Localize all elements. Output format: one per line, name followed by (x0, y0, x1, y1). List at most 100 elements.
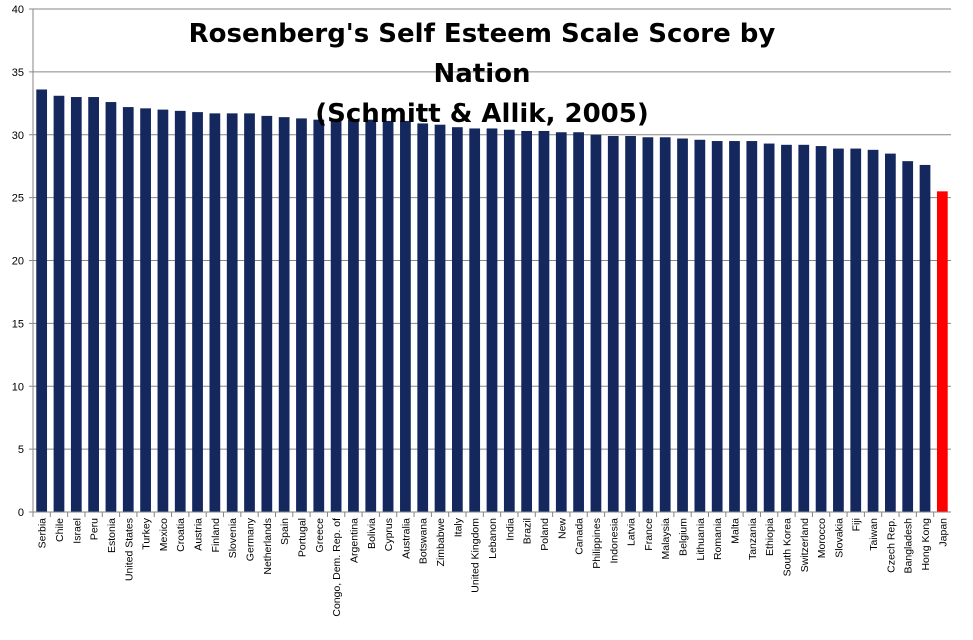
y-axis-tick-labels: 0 5 10 15 20 25 30 35 40 (12, 4, 33, 519)
bar-slovenia (226, 113, 238, 513)
x-category-label: Taiwan (868, 518, 880, 551)
x-category-label: Canada (574, 518, 586, 555)
x-category-label: Lithuania (695, 518, 707, 561)
bar-mexico (157, 109, 169, 512)
bar-canada (573, 132, 584, 513)
x-category-label: Bolivia (366, 518, 378, 549)
chart-title: Rosenberg's Self Esteem Scale Score by N… (188, 19, 776, 129)
bar-portugal (296, 118, 307, 513)
bar-lebanon (486, 128, 498, 512)
bar-belgium (677, 138, 688, 512)
bar-new (555, 132, 567, 513)
x-category-label: Malaysia (660, 518, 672, 560)
x-category-label: Peru (89, 518, 101, 540)
bar-netherlands (261, 115, 273, 512)
bar-czech-rep (885, 153, 896, 513)
y-tick-label: 0 (18, 507, 24, 519)
x-category-label: Lebanon (487, 518, 499, 559)
bars (36, 89, 948, 513)
x-category-label: New (556, 518, 568, 539)
x-category-label: Latvia (626, 518, 638, 546)
bar-congo-dem-rep-of (330, 119, 342, 512)
bar-malta (729, 141, 740, 513)
x-category-label: Bangladesh (903, 518, 915, 574)
x-category-label: Morocco (816, 518, 828, 558)
bar-cyprus (382, 120, 394, 513)
x-category-label: United Kingdom (470, 518, 482, 593)
x-category-label: Finland (210, 518, 222, 553)
bar-philippines (590, 134, 602, 512)
x-category-label: Malta (729, 518, 741, 544)
bar-bangladesh (902, 161, 914, 512)
x-category-label: Botswana (418, 518, 430, 564)
x-category-label: India (504, 518, 516, 541)
x-category-label: Austria (193, 518, 205, 551)
x-category-label: Hong Kong (920, 518, 932, 571)
bar-romania (711, 141, 723, 513)
bar-finland (209, 113, 221, 513)
x-category-label: Israel (71, 518, 83, 544)
x-category-label: Chile (54, 518, 66, 542)
x-category-label: Spain (279, 518, 291, 545)
x-category-label: Italy (452, 517, 464, 537)
bar-lithuania (694, 139, 706, 512)
x-category-label: Romania (712, 518, 724, 560)
bar-morocco (815, 146, 827, 512)
bar-germany (244, 113, 255, 513)
bar-croatia (174, 110, 186, 513)
bar-turkey (140, 108, 151, 512)
x-category-label: Belgium (678, 518, 690, 556)
bar-switzerland (798, 144, 810, 512)
bar-italy (451, 127, 463, 512)
x-category-label: Australia (400, 518, 412, 559)
bar-serbia (36, 89, 48, 512)
x-category-label: Switzerland (799, 518, 811, 572)
bar-poland (538, 130, 550, 513)
x-category-label: Japan (937, 518, 949, 547)
bar-australia (400, 120, 411, 513)
x-category-label: Slovakia (833, 518, 845, 558)
x-category-label: Brazil (522, 518, 534, 544)
axes (32, 9, 951, 513)
bar-south-korea (781, 144, 792, 512)
x-category-label: Portugal (296, 518, 308, 557)
bar-austria (192, 112, 203, 513)
bar-japan (936, 191, 948, 512)
bar-zimbabwe (434, 124, 446, 512)
x-category-label: Turkey (141, 517, 153, 549)
y-tick-label: 30 (12, 130, 24, 142)
x-category-label: Cyprus (383, 518, 395, 551)
x-category-label: Ethiopia (764, 518, 776, 556)
y-tick-label: 20 (12, 256, 24, 268)
bar-indonesia (607, 136, 619, 512)
y-tick-label: 25 (12, 193, 24, 205)
bar-spain (278, 117, 290, 513)
bar-estonia (105, 102, 117, 513)
bar-tanzania (746, 141, 758, 513)
x-category-label: France (643, 518, 655, 551)
bar-greece (313, 119, 325, 512)
bar-france (642, 137, 654, 512)
bar-slovakia (833, 148, 844, 512)
x-category-label: Czech Rep. (885, 518, 897, 573)
bar-bolivia (365, 119, 377, 512)
x-category-label: Germany (245, 517, 257, 561)
bar-malaysia (659, 137, 671, 512)
y-tick-label: 5 (18, 444, 24, 456)
bar-botswana (417, 123, 429, 513)
bar-fiji (850, 148, 862, 512)
x-category-label: Mexico (158, 518, 170, 551)
x-category-label: Fiji (851, 518, 863, 531)
bar-israel (70, 97, 82, 512)
bar-brazil (521, 130, 533, 513)
bar-latvia (625, 136, 636, 512)
bar-argentina (348, 119, 359, 512)
x-category-label: Slovenia (227, 518, 239, 558)
bar-hong-kong (919, 164, 931, 512)
x-category-label: Estonia (106, 518, 118, 553)
x-axis-category-labels: Serbia Chile Israel Peru Estonia United State… (32, 512, 949, 617)
y-tick-label: 10 (12, 381, 24, 393)
bar-peru (88, 97, 99, 512)
bar-united-kingdom (469, 128, 481, 512)
